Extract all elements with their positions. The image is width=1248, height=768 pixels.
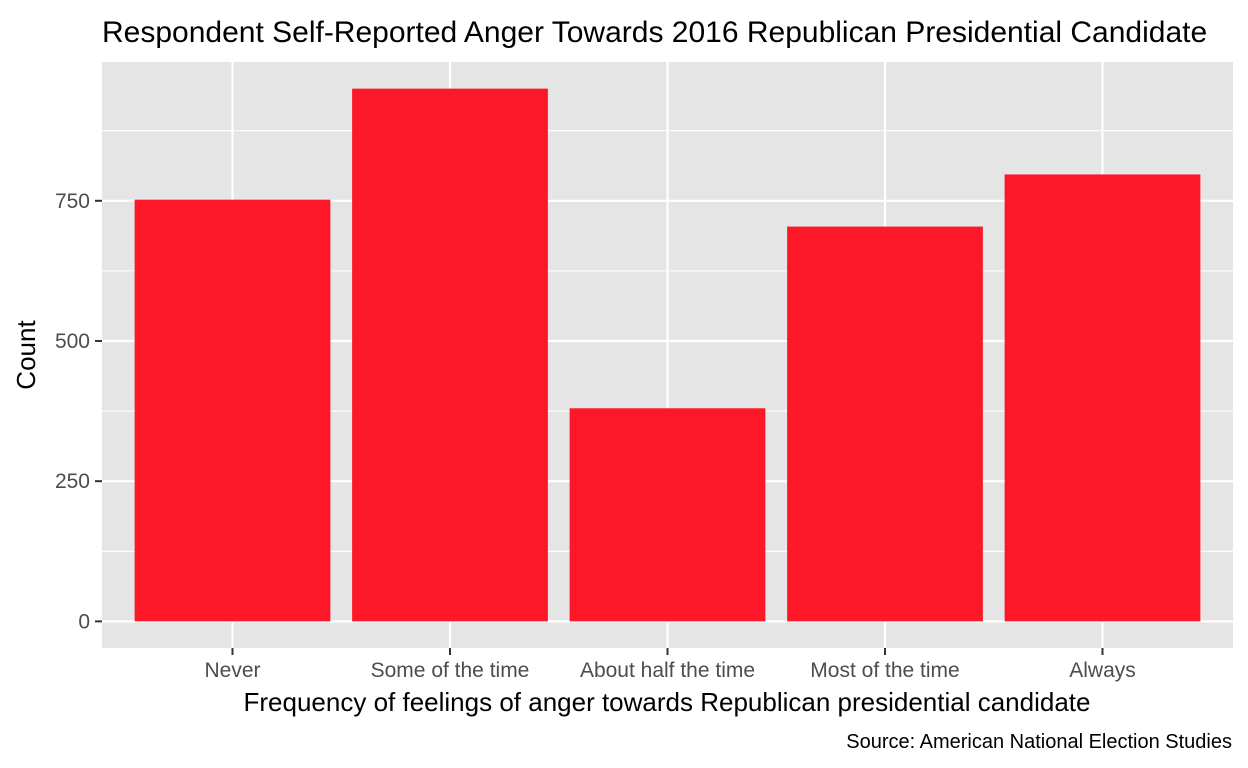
x-tick-label: Always [1069, 659, 1136, 682]
x-tick-label: About half the time [580, 659, 755, 682]
x-axis-title: Frequency of feelings of anger towards R… [244, 687, 1091, 717]
x-tick-label: Never [204, 659, 260, 682]
source-caption: Source: American National Election Studi… [846, 731, 1232, 753]
bar [787, 226, 983, 622]
bar [134, 199, 331, 622]
bars [134, 88, 1201, 622]
bar [1004, 174, 1201, 622]
y-axis-title: Count [11, 320, 41, 390]
bar [569, 408, 766, 622]
bar [352, 88, 548, 622]
y-tick-label: 750 [55, 190, 90, 213]
x-axis: Never Some of the time About half the time… [204, 648, 1136, 682]
x-tick-label: Most of the time [810, 659, 959, 682]
y-tick-label: 250 [55, 470, 90, 493]
chart-title: Respondent Self-Reported Anger Towards 2… [102, 16, 1207, 49]
y-axis: 0 250 500 750 [55, 190, 102, 633]
y-tick-label: 0 [78, 610, 90, 633]
y-tick-label: 500 [55, 330, 90, 353]
x-tick-label: Some of the time [371, 659, 530, 682]
